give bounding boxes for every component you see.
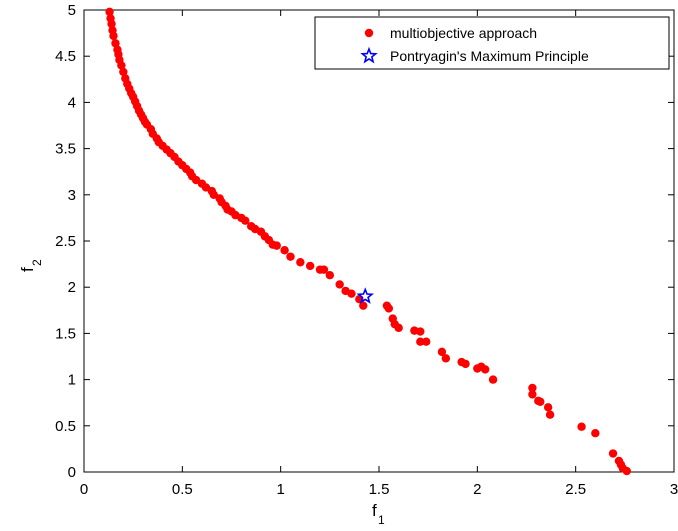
- multiobjective-point: [105, 7, 114, 17]
- y-tick-label: 5: [68, 2, 76, 19]
- multiobjective-point: [528, 390, 537, 399]
- multiobjective-point: [335, 280, 344, 289]
- multiobjective-point: [241, 216, 250, 225]
- multiobjective-point: [422, 337, 431, 346]
- multiobjective-point: [488, 375, 498, 384]
- multiobjective-point: [481, 365, 490, 374]
- x-tick-label: 1: [276, 481, 284, 498]
- multiobjective-point: [109, 31, 118, 41]
- y-tick-label: 3: [68, 187, 76, 204]
- multiobjective-point: [384, 304, 394, 313]
- multiobjective-point: [107, 19, 116, 29]
- y-tick-label: 4: [68, 94, 76, 111]
- multiobjective-point: [305, 261, 315, 271]
- y-tick-label: 2: [68, 279, 76, 296]
- y-tick-label: 0: [68, 464, 76, 481]
- multiobjective-point: [111, 39, 120, 48]
- multiobjective-point: [280, 246, 289, 255]
- x-axis-label-subscript: 1: [378, 513, 385, 527]
- legend-marker-pmp-star: [360, 46, 378, 64]
- data-points: [105, 7, 631, 476]
- legend: multiobjective approach Pontryagin's Max…: [314, 16, 670, 70]
- multiobjective-point: [319, 265, 329, 274]
- x-tick-label: 1.5: [369, 481, 390, 498]
- x-tick-label: 3: [670, 481, 678, 498]
- x-tick-label: 2.5: [565, 481, 586, 498]
- multiobjective-point: [416, 337, 425, 346]
- y-tick-label: 0.5: [55, 418, 76, 435]
- multiobjective-point: [622, 466, 631, 476]
- multiobjective-point: [272, 241, 281, 250]
- y-tick-label: 3.5: [55, 141, 76, 158]
- multiobjective-point: [296, 258, 305, 267]
- y-tick-label: 1: [68, 372, 76, 389]
- multiobjective-point: [591, 428, 600, 438]
- multiobjective-point: [608, 449, 618, 458]
- multiobjective-point: [441, 354, 451, 363]
- legend-marker-multiobjective: [364, 28, 374, 38]
- multiobjective-point: [359, 301, 368, 310]
- axis-ticks: 0 0.5 1 1.5 2 2.5 3 0 0.5 1 1.5 2 2.5 3 3.5 4 4.5 5: [55, 2, 678, 498]
- legend-box: [314, 16, 670, 70]
- multiobjective-point: [394, 323, 403, 333]
- x-tick-label: 0.5: [172, 481, 193, 498]
- multiobjective-point: [528, 383, 537, 393]
- y-axis-label-subscript: 2: [30, 259, 44, 266]
- y-tick-label: 4.5: [55, 48, 76, 65]
- legend-label-pmp: Pontryagin's Maximum Principle: [390, 48, 589, 64]
- multiobjective-point: [461, 359, 470, 369]
- multiobjective-point: [543, 403, 553, 412]
- y-tick-label: 2.5: [55, 233, 76, 250]
- y-axis-label: f: [18, 267, 37, 272]
- multiobjective-point: [347, 289, 356, 298]
- pmp-star-point: [356, 287, 375, 304]
- multiobjective-point: [119, 67, 128, 77]
- y-tick-label: 1.5: [55, 325, 76, 342]
- plot-area: [83, 9, 675, 473]
- multiobjective-point: [325, 270, 335, 280]
- multiobjective-point: [545, 410, 555, 419]
- multiobjective-point: [577, 422, 586, 431]
- multiobjective-point: [416, 327, 425, 336]
- multiobjective-point: [536, 397, 545, 406]
- x-axis-label: f: [372, 501, 377, 520]
- multiobjective-point: [437, 347, 447, 357]
- multiobjective-point: [117, 61, 126, 70]
- legend-label-multiobjective: multiobjective approach: [390, 25, 537, 41]
- multiobjective-point: [286, 252, 295, 261]
- x-tick-label: 0: [80, 481, 88, 498]
- x-tick-label: 2: [473, 481, 481, 498]
